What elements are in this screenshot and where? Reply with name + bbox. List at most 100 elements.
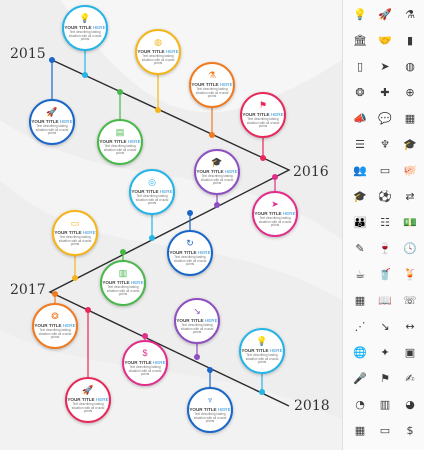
pen-icon: ✎ <box>355 242 365 255</box>
globe-icon: ◍ <box>154 36 162 47</box>
milestone-dot <box>272 174 278 180</box>
milestone-title-main: YOUR TITLE <box>254 210 282 216</box>
milestone-title-main: YOUR TITLE <box>99 138 127 144</box>
milestone-title: YOUR TITLE HERE <box>54 230 95 235</box>
milestone-title-main: YOUR TITLE <box>241 347 269 353</box>
milestone-title-accent: HERE <box>92 24 106 30</box>
milestone-title: YOUR TITLE HERE <box>34 323 75 328</box>
milestone-description: Text describing lasting situation with a… <box>180 322 214 335</box>
milestone-title: YOUR TITLE HERE <box>254 211 295 216</box>
milestone-node: 💡 YOUR TITLE HERE Text describing lasting … <box>62 5 108 51</box>
milestone-title-main: YOUR TITLE <box>196 168 224 174</box>
milestone-title-main: YOUR TITLE <box>169 249 197 255</box>
target-icon: ⊕ <box>405 86 415 99</box>
year-label-2015: 2015 <box>10 46 46 62</box>
laptop-icon: ▭ <box>70 217 80 228</box>
book-icon: ▤ <box>115 126 125 137</box>
milestone-title: YOUR TITLE HERE <box>64 25 105 30</box>
handshake-icon: 🤝 <box>378 34 392 47</box>
lab-icon: ⚗ <box>405 8 415 21</box>
users-icon: 👪 <box>353 216 367 229</box>
milestone-node: ⚗ YOUR TITLE HERE Text describing lasting … <box>189 62 235 108</box>
puzzle-icon: ✚ <box>380 86 390 99</box>
milestone-title-main: YOUR TITLE <box>131 188 159 194</box>
milestone-node: ⚑ YOUR TITLE HERE Text describing lasting … <box>240 92 286 138</box>
bag-icon: $ <box>406 424 414 437</box>
stars-icon: ✦ <box>380 346 390 359</box>
milestone-dot <box>155 107 161 113</box>
milestone-dot <box>49 57 55 63</box>
milestone-title: YOUR TITLE HERE <box>176 318 217 323</box>
megaphone-icon: 📣 <box>353 112 367 125</box>
milestone-description: Text describing lasting situation with a… <box>68 29 102 42</box>
award-icon: ❂ <box>51 310 59 321</box>
milestone-title-main: YOUR TITLE <box>31 118 59 124</box>
milestone-title-main: YOUR TITLE <box>67 396 95 402</box>
milestone-title-accent: HERE <box>270 111 284 117</box>
rocket-icon: 🚀 <box>82 384 94 395</box>
icon-panel: 💡 🚀 ⚗ 🏛 🤝 ▮ ▯ ➤ ◍ ❂ ✚ ⊕ 📣 💬 ▦ ☰ ♆ 🎓 👥 ▭ 🐖 🎓 ⚽ ⇄ 👪 ☷ 💵 ✎ 🍷 🕓 ☕ 🥤 🍹 ▦ 📖 ☏ ⋰ ↘ ↔ 🌐… <box>342 0 424 450</box>
milestone-dot <box>209 132 215 138</box>
milestone-node: ▥ YOUR TITLE HERE Text describing lasting … <box>100 260 146 306</box>
milestone-dot <box>260 155 266 161</box>
milestone-title-main: YOUR TITLE <box>34 322 62 328</box>
milestone-node: 🚀 YOUR TITLE HERE Text describing lasting … <box>29 99 75 145</box>
chat-icon: 💬 <box>378 112 392 125</box>
monitor-icon: ▭ <box>379 164 391 177</box>
milestone-node: 💡 YOUR TITLE HERE Text describing lasting … <box>239 328 285 374</box>
calendar-icon: ▦ <box>354 294 366 307</box>
globe-icon: 🌐 <box>353 346 367 359</box>
milestone-node: ➤ YOUR TITLE HERE Text describing lasting … <box>252 191 298 237</box>
milestone-title-accent: HERE <box>95 396 109 402</box>
milestone-title: YOUR TITLE HERE <box>137 49 178 54</box>
milestone-dot <box>117 89 123 95</box>
bulb-icon: 💡 <box>79 12 91 23</box>
milestone-dot <box>142 333 148 339</box>
tie-icon: ♆ <box>206 394 214 405</box>
trend-down-icon: ↘ <box>380 320 390 333</box>
milestone-title-main: YOUR TITLE <box>176 317 204 323</box>
milestone-title-accent: HERE <box>269 347 283 353</box>
money-icon: 💵 <box>403 216 417 229</box>
milestone-title-main: YOUR TITLE <box>189 406 217 412</box>
milestone-description: Text describing lasting situation with a… <box>200 173 234 186</box>
milestone-title-accent: HERE <box>165 48 179 54</box>
year-label-2016: 2016 <box>293 164 329 180</box>
milestone-title-accent: HERE <box>130 279 144 285</box>
chart-icon: ↘ <box>193 305 201 316</box>
milestone-title: YOUR TITLE HERE <box>31 119 72 124</box>
milestone-node: ▤ YOUR TITLE HERE Text describing lasting … <box>97 119 143 165</box>
book-icon: 📖 <box>378 294 392 307</box>
clock-icon: 🕓 <box>403 242 417 255</box>
milestone-title-accent: HERE <box>224 168 238 174</box>
bulb-icon: 💡 <box>353 8 367 21</box>
milestone-node: $ YOUR TITLE HERE Text describing lasting … <box>122 340 168 386</box>
milestone-dot <box>187 210 193 216</box>
rocket-icon: 🚀 <box>46 106 58 117</box>
milestone-title: YOUR TITLE HERE <box>131 189 172 194</box>
milestone-description: Text describing lasting situation with a… <box>71 401 105 414</box>
milestone-description: Text describing lasting situation with a… <box>246 116 280 129</box>
milestone-dot <box>85 307 91 313</box>
milestone-title-accent: HERE <box>59 118 73 124</box>
microphone-icon: 🎤 <box>353 372 367 385</box>
bar-icon: ▥ <box>379 398 391 411</box>
bar-chart-icon: ▮ <box>406 34 414 47</box>
milestone-description: Text describing lasting situation with a… <box>35 123 69 136</box>
milestone-description: Text describing lasting situation with a… <box>245 352 279 365</box>
milestone-node: 🎓 YOUR TITLE HERE Text describing lasting … <box>194 149 240 195</box>
milestone-title-accent: HERE <box>82 229 96 235</box>
pie-chart-icon: ◕ <box>405 398 415 411</box>
milestone-title: YOUR TITLE HERE <box>242 112 283 117</box>
cup-icon: 🥤 <box>378 268 392 281</box>
soccer-icon: ⚽ <box>378 190 392 203</box>
milestone-title: YOUR TITLE HERE <box>191 82 232 87</box>
bank-icon: 🏛 <box>353 34 367 47</box>
drink-icon: 🍹 <box>403 268 417 281</box>
money-bag-icon: $ <box>142 347 148 358</box>
milestone-dot <box>259 389 265 395</box>
graduation-icon: 🎓 <box>353 190 367 203</box>
coffee-icon: ☕ <box>355 268 365 281</box>
milestone-dot <box>120 249 126 255</box>
milestone-title-main: YOUR TITLE <box>242 111 270 117</box>
